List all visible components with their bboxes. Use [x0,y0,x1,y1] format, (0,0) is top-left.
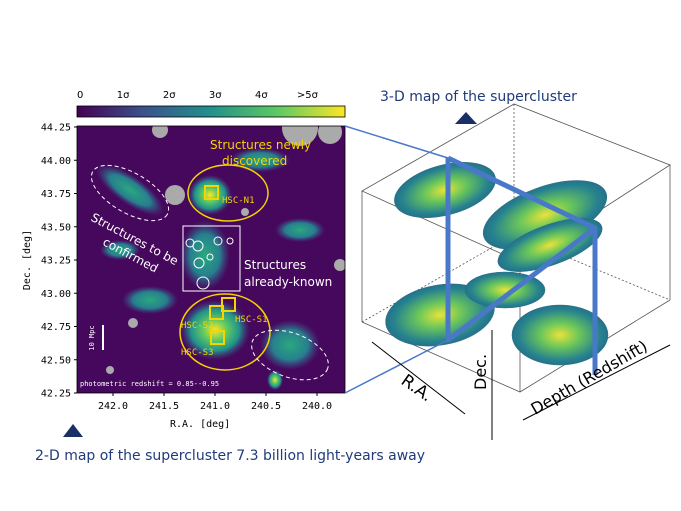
annotation: Structures already-known [244,258,332,289]
region-labels: HSC-N1 HSC-S1 HSC-S2 HSC-S3 [181,196,268,358]
footnote: photometric redshift = 0.85--0.95 [80,380,219,388]
highlight [179,293,271,371]
highlight [187,164,269,222]
cube-axis-label: R.A. [397,371,436,407]
cube-axis-label: Dec. [471,354,490,390]
colorbar-label: >5σ [297,90,319,101]
known-box [182,225,241,292]
x-tick-label: 242.0 [98,401,128,412]
dashed-highlight [90,164,170,222]
y-ticks: 44.25 44.00 43.75 43.50 43.25 43.00 42.75 42.50… [41,123,77,400]
cube-structures [385,162,609,366]
cube-frame [361,103,671,393]
x-ticks: 242.0 241.5 241.0 240.5 240.0 [98,393,332,412]
scale-label: 10 Mpc [88,325,96,350]
colorbar [76,105,346,118]
y-tick-label: 43.50 [41,222,71,233]
x-tick-label: 240.0 [302,401,332,412]
colorbar-label: 3σ [209,90,222,101]
y-tick-label: 43.75 [41,189,71,200]
x-tick-label: 241.5 [149,401,179,412]
cube-axes [371,330,671,440]
y-tick-label: 42.25 [41,389,71,400]
svg-text:HSC-S3: HSC-S3 [181,348,214,358]
density-map [77,126,345,393]
slice-plane [445,155,598,375]
y-tick-label: 42.75 [41,322,71,333]
colorbar-labels: 0 1σ 2σ 3σ 4σ >5σ [77,90,319,101]
y-tick-label: 44.00 [41,156,71,167]
x-axis-label: R.A. [deg] [170,419,230,430]
x-tick-label: 240.5 [251,401,281,412]
y-axis-label: Dec. [deg] [22,230,33,290]
x-tick-label: 241.0 [200,401,230,412]
cube-title: 3-D map of the supercluster [380,89,577,105]
pointer [63,424,83,437]
projection-lines [344,125,449,394]
colorbar-label: 2σ [163,90,176,101]
caption: 2-D map of the supercluster 7.3 billion … [35,448,425,464]
y-tick-label: 42.50 [41,355,71,366]
y-tick-label: 44.25 [41,123,71,134]
dashed-highlight [251,329,329,381]
y-tick-label: 43.00 [41,289,71,300]
colorbar-label: 0 [77,90,83,101]
svg-text:HSC-S1: HSC-S1 [235,315,268,325]
known-circles [185,236,234,290]
y-tick-label: 43.25 [41,256,71,267]
annotation: Structures newly discovered [210,138,311,168]
region-boxes [204,185,236,345]
svg-text:HSC-S2: HSC-S2 [181,321,214,331]
pointer [455,112,477,124]
colorbar-label: 4σ [255,90,268,101]
svg-text:HSC-N1: HSC-N1 [222,196,255,206]
colorbar-label: 1σ [117,90,130,101]
